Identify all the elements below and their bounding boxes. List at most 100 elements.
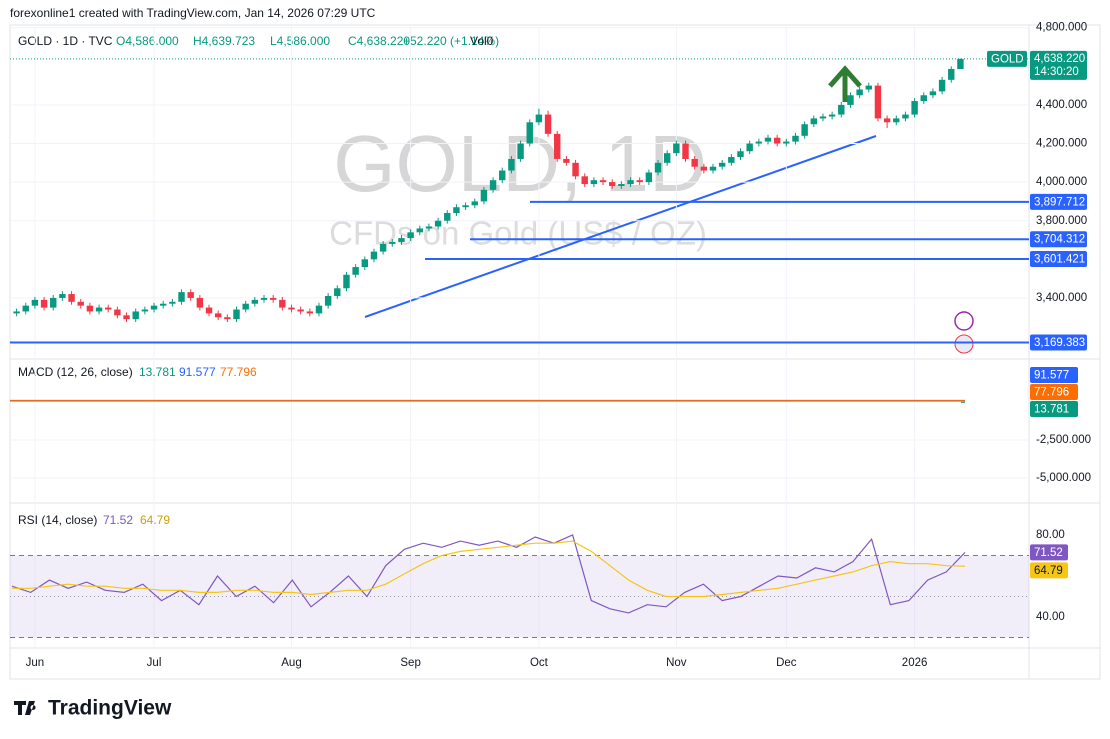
candle-body bbox=[169, 301, 176, 304]
macd-legend-macd: 91.577 bbox=[179, 365, 216, 379]
candle-body bbox=[764, 137, 772, 142]
candle-body bbox=[709, 166, 717, 171]
rsi-label: RSI (14, close) bbox=[18, 513, 97, 527]
legend-low: L4,586.000 bbox=[270, 34, 330, 48]
candle-body bbox=[691, 158, 698, 167]
legend-change: +52.220 (+1.14%) bbox=[403, 34, 499, 48]
candle-body bbox=[920, 95, 927, 102]
candle-body bbox=[370, 251, 378, 260]
rsi-tick-label: 80.00 bbox=[1036, 529, 1065, 541]
y-tick-label: 3,800.000 bbox=[1036, 215, 1087, 227]
candle-body bbox=[407, 232, 414, 239]
candle-body bbox=[663, 153, 671, 163]
candle-body bbox=[105, 307, 112, 310]
candle-body bbox=[902, 114, 909, 119]
legend-open: O4,586.000 bbox=[116, 34, 179, 48]
rsi-ma-line bbox=[12, 540, 966, 598]
candle-body bbox=[288, 307, 295, 310]
candle-body bbox=[938, 79, 946, 92]
candle-body bbox=[847, 95, 854, 105]
candle-body bbox=[526, 122, 533, 144]
candle-body bbox=[352, 267, 359, 275]
countdown: 14:30:20 bbox=[1034, 66, 1079, 78]
watermark: GOLD, 1D bbox=[333, 119, 706, 208]
candle-body bbox=[196, 297, 204, 308]
level-label-box bbox=[1030, 334, 1087, 351]
candle-body bbox=[398, 238, 405, 242]
candle-body bbox=[654, 162, 662, 173]
candle-body bbox=[673, 143, 680, 154]
candle-body bbox=[773, 137, 781, 144]
candle-body bbox=[810, 118, 818, 125]
x-tick-label: 2026 bbox=[902, 657, 928, 669]
level-label-box bbox=[1030, 193, 1087, 210]
rsi-values-line bbox=[11, 534, 966, 614]
candle-body bbox=[141, 309, 149, 312]
candle-body bbox=[801, 124, 808, 136]
candle-body bbox=[883, 118, 891, 123]
candle-body bbox=[554, 133, 561, 159]
candle-body bbox=[865, 85, 872, 90]
x-tick-label: Aug bbox=[281, 657, 301, 669]
candle-body bbox=[343, 274, 350, 289]
hist-value-box bbox=[1030, 401, 1078, 417]
signal-value-box bbox=[1030, 384, 1078, 400]
rsi-value: 71.52 bbox=[1034, 547, 1063, 559]
candle-body bbox=[682, 143, 689, 159]
candle-body bbox=[746, 143, 753, 152]
x-tick-label: Oct bbox=[530, 657, 549, 669]
y-tick-label: 3,400.000 bbox=[1036, 292, 1087, 304]
candle-body bbox=[499, 170, 506, 181]
candle-body bbox=[838, 104, 845, 115]
candle-body bbox=[279, 299, 286, 308]
macd-tick-label: -2,500.000 bbox=[1036, 434, 1091, 446]
y-tick-label: 4,400.000 bbox=[1036, 99, 1087, 111]
rsi-tick-label: 40.00 bbox=[1036, 611, 1065, 623]
candle-body bbox=[957, 58, 964, 70]
event-icon bbox=[954, 311, 974, 331]
candle-body bbox=[480, 189, 488, 202]
candle-body bbox=[187, 292, 194, 298]
header: forexonline1 created with TradingView.co… bbox=[10, 6, 376, 20]
candle-body bbox=[434, 220, 442, 227]
level-label-box bbox=[1030, 231, 1087, 248]
candle-body bbox=[599, 180, 607, 183]
x-tick-label: Jun bbox=[26, 657, 45, 669]
candle-body bbox=[306, 311, 314, 314]
arrow-up bbox=[828, 65, 862, 102]
x-tick-label: Dec bbox=[776, 657, 797, 669]
candle-body bbox=[636, 180, 643, 183]
macd-value: 91.577 bbox=[1034, 370, 1069, 382]
candle-body bbox=[535, 114, 543, 123]
rsi-ma-box bbox=[1030, 562, 1068, 579]
candle-body bbox=[893, 118, 900, 123]
candle-body bbox=[471, 201, 478, 206]
candle-body bbox=[361, 259, 369, 268]
candle-body bbox=[315, 305, 323, 314]
x-tick-label: Nov bbox=[666, 657, 687, 669]
candle-body bbox=[50, 297, 57, 308]
candle-body bbox=[233, 309, 240, 320]
candle-body bbox=[700, 166, 708, 171]
candle-body bbox=[77, 301, 84, 306]
candle-body bbox=[911, 101, 918, 115]
candle-body bbox=[819, 116, 827, 119]
legend-close: C4,638.220 bbox=[348, 34, 410, 48]
rsi-ma-value: 64.79 bbox=[1034, 565, 1063, 577]
candle-body bbox=[324, 296, 332, 306]
candle-body bbox=[224, 317, 231, 320]
legend-volume: Vol0 bbox=[470, 34, 494, 48]
candle-body bbox=[425, 226, 433, 229]
candle-body bbox=[40, 299, 48, 308]
legend: GOLD · 1D · TVC O4,586.000 H4,639.723 L4… bbox=[18, 34, 499, 48]
candle-body bbox=[251, 299, 259, 304]
candle-body bbox=[444, 213, 451, 221]
candle-body bbox=[783, 141, 790, 144]
candle-body bbox=[792, 135, 799, 142]
candle-body bbox=[59, 294, 66, 298]
candle-body bbox=[948, 69, 955, 80]
trend-line bbox=[364, 135, 877, 318]
candle-body bbox=[581, 176, 588, 185]
candle-body bbox=[242, 303, 249, 310]
